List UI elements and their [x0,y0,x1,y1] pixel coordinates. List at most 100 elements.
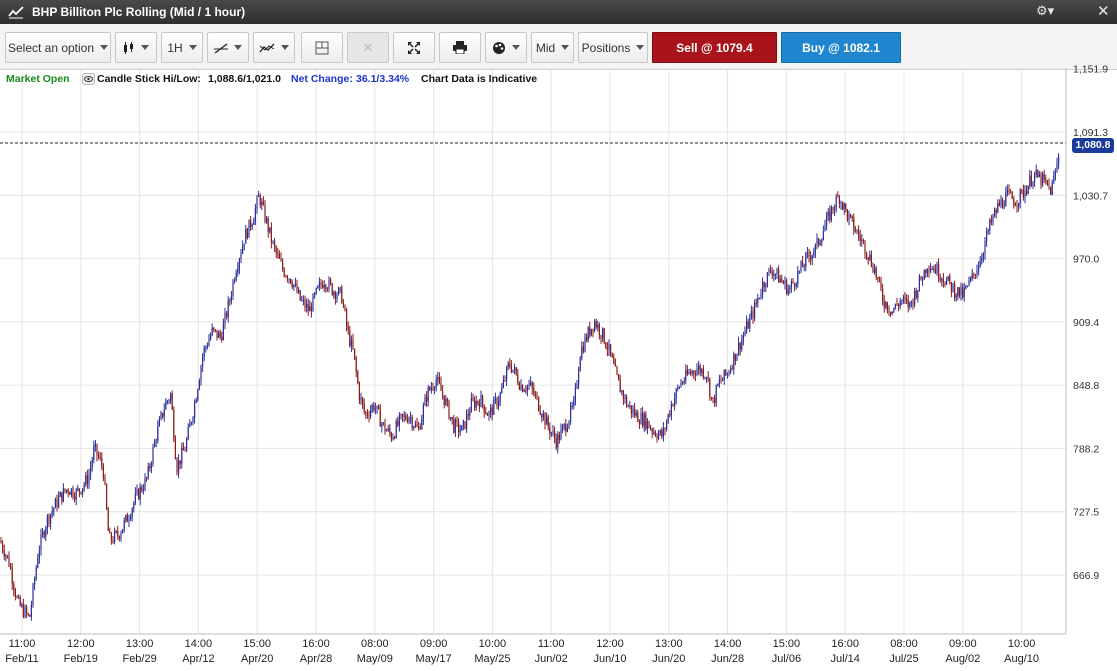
candle-body [774,274,776,276]
candle-body [378,405,380,409]
candle-body [685,370,687,381]
candle-body [323,285,325,288]
candle-body [256,196,258,209]
candle-body [494,398,496,400]
candle-body [693,371,695,374]
candle-body [866,253,868,258]
candle-body [384,422,386,432]
candle-body [187,427,189,440]
candle-body [906,298,908,300]
candle-body [635,412,637,416]
candle-body [638,421,640,425]
candle-body [266,218,268,222]
candle-body [413,426,415,428]
sell-button[interactable]: Sell @ 1079.4 [652,32,777,63]
x-tick-date: Jun/20 [652,653,685,665]
chart-type-dropdown[interactable] [115,32,157,63]
gear-icon[interactable]: ⚙▾ [1036,3,1055,18]
delete-button[interactable]: ✕ [347,32,389,63]
x-tick-time: 15:00 [773,638,801,650]
candle-body [683,380,685,383]
candle-body [498,401,500,406]
candle-body [790,281,792,288]
candle-body [326,289,328,291]
candle-body [149,466,151,469]
candle-body [238,259,240,269]
window-title: BHP Billiton Plc Rolling (Mid / 1 hour) [32,5,246,19]
candle-body [6,555,8,557]
candle-body [10,565,12,569]
candle-body [882,288,884,301]
color-dropdown[interactable] [485,32,527,63]
candle-body [69,492,71,495]
x-tick-time: 14:00 [714,638,742,650]
y-tick-label: 788.2 [1073,443,1099,455]
candle-body [286,276,288,280]
candle-body [590,328,592,336]
candle-body [262,201,264,205]
candle-body [805,253,807,267]
candle-body [662,428,664,437]
candle-body [918,276,920,291]
candle-body [725,369,727,375]
y-tick-label: 970.0 [1073,254,1099,266]
candle-body [515,367,517,375]
candle-body [776,269,778,275]
candle-body [488,412,490,416]
select-option-dropdown[interactable]: Select an option [5,32,111,63]
candle-body [827,211,829,216]
line-draw-icon [214,42,228,54]
candle-body [381,423,383,427]
candle-body [803,266,805,268]
candle-body [390,433,392,440]
x-tick-date: Jul/25 [889,653,918,665]
candle-body [680,382,682,387]
candle-body [706,377,708,379]
x-tick-time: 14:00 [185,638,213,650]
candle-body [194,402,196,418]
candle-body [869,254,871,260]
candle-body [330,279,332,284]
candle-body [157,426,159,441]
close-icon[interactable]: ✕ [1097,3,1110,20]
studies-dropdown[interactable] [253,32,295,63]
buy-button[interactable]: Buy @ 1082.1 [781,32,901,63]
x-tick-date: Feb/19 [64,653,98,665]
positions-dropdown[interactable]: Positions [578,32,648,63]
y-tick-label: 909.4 [1073,317,1099,329]
palette-icon [493,41,505,54]
current-price-tag: 1,080.8 [1072,138,1114,153]
candle-body [133,502,135,509]
y-tick-label: 1,091.3 [1073,127,1108,139]
x-tick-date: Jun/10 [593,653,626,665]
candle-body [870,254,872,267]
candle-body [736,354,738,361]
candle-body [592,328,594,332]
candle-body [1046,180,1048,185]
fullscreen-button[interactable] [393,32,435,63]
candle-body [854,230,856,232]
candle-body [184,450,186,452]
candle-body [966,285,968,287]
candle-body [675,389,677,399]
candle-body [242,245,244,254]
candle-body [984,241,986,254]
candle-body [386,430,388,432]
candle-body [338,287,340,295]
draw-tools-dropdown[interactable] [207,32,249,63]
candle-body [59,492,61,497]
print-button[interactable] [439,32,481,63]
layout-button[interactable] [301,32,343,63]
candle-body [408,417,410,423]
candle-body [341,287,343,303]
candle-body [541,414,543,418]
price-mode-dropdown[interactable]: Mid [531,32,574,63]
candle-body [627,406,629,408]
candle-body [522,385,524,392]
candle-body [254,208,256,221]
interval-dropdown[interactable]: 1H [161,32,203,63]
candle-body [818,238,820,245]
eye-icon[interactable] [82,73,95,85]
candle-body [509,363,511,366]
